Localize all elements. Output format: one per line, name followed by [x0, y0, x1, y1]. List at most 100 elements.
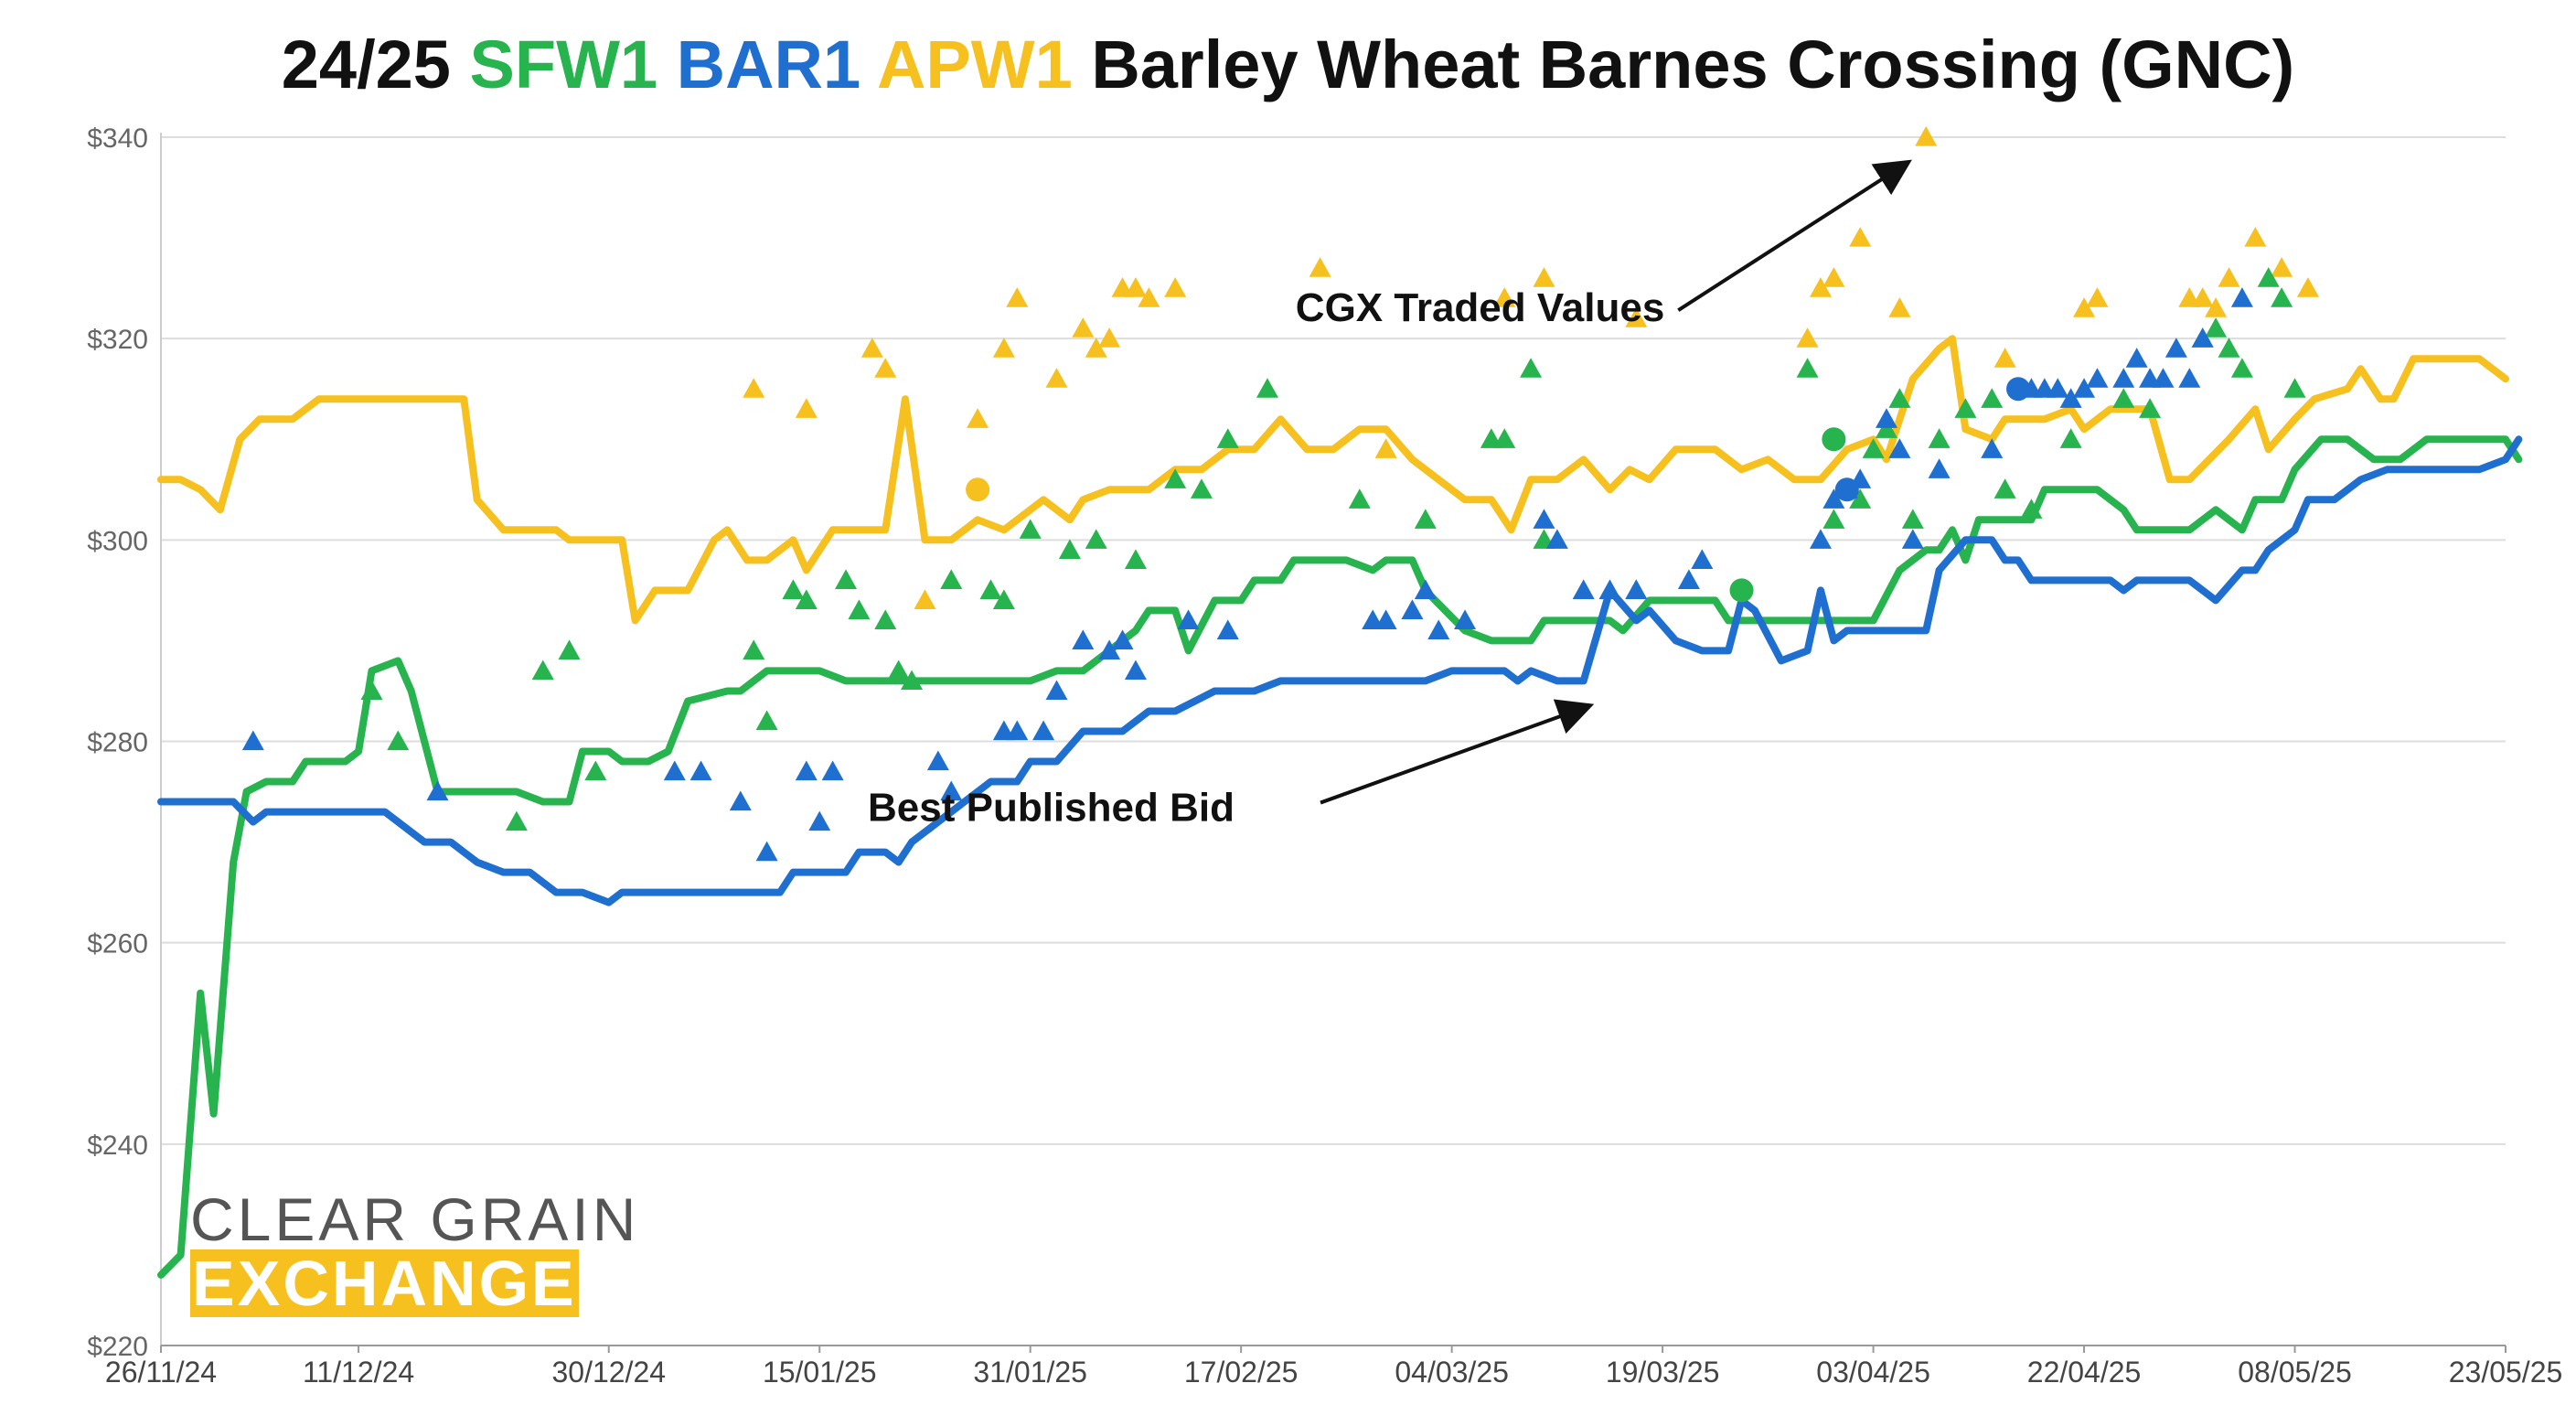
- traded-triangle-bar1: [1981, 438, 2004, 458]
- annotation-best-published-bid: Best Published Bid: [868, 786, 1235, 831]
- traded-triangle-bar1: [1374, 609, 1397, 629]
- logo-line-1: CLEAR GRAIN: [190, 1185, 640, 1253]
- traded-triangle-sfw1: [2020, 499, 2043, 519]
- title-part-6: Barley Wheat Barnes Crossing (GNC): [1072, 27, 2295, 102]
- traded-triangle-bar1: [1427, 619, 1450, 640]
- traded-triangle-apw1: [743, 378, 765, 398]
- traded-triangle-bar1: [1901, 529, 1924, 549]
- traded-triangle-sfw1: [2205, 317, 2228, 338]
- traded-triangle-bar1: [2112, 368, 2135, 388]
- traded-triangle-apw1: [2205, 297, 2228, 317]
- traded-triangle-apw1: [992, 338, 1015, 358]
- traded-triangle-sfw1: [531, 659, 554, 681]
- chart-title: 24/25 SFW1 BAR1 APW1 Barley Wheat Barnes…: [0, 26, 2576, 103]
- x-tick-label: 19/03/25: [1606, 1356, 1720, 1388]
- traded-triangle-bar1: [1888, 438, 1911, 458]
- traded-triangle-apw1: [1045, 368, 1068, 388]
- y-tick-label: $320: [87, 325, 148, 355]
- traded-triangle-apw1: [1809, 277, 1832, 297]
- logo-line-2: EXCHANGE: [190, 1248, 579, 1319]
- traded-triangle-bar1: [1098, 639, 1121, 660]
- traded-triangle-bar1: [1032, 720, 1055, 741]
- traded-triangle-sfw1: [1888, 388, 1911, 408]
- traded-triangle-bar1: [1572, 579, 1595, 599]
- traded-triangle-sfw1: [2059, 428, 2082, 448]
- title-part-1: SFW1: [469, 27, 658, 102]
- traded-triangle-sfw1: [1414, 509, 1437, 529]
- title-part-5: APW1: [876, 27, 1073, 102]
- traded-triangle-bar1: [1177, 609, 1200, 629]
- traded-triangle-sfw1: [1901, 509, 1924, 529]
- traded-triangle-bar1: [426, 780, 449, 801]
- traded-triangle-bar1: [1625, 579, 1648, 599]
- traded-triangle-apw1: [1822, 267, 1845, 287]
- traded-triangle-sfw1: [1862, 438, 1885, 458]
- x-tick-label: 23/05/25: [2449, 1356, 2563, 1388]
- traded-triangle-apw1: [1849, 227, 1872, 247]
- traded-triangle-sfw1: [1019, 519, 1042, 539]
- y-tick-label: $240: [87, 1131, 148, 1161]
- traded-triangle-bar1: [729, 790, 752, 811]
- traded-triangle-bar1: [2230, 287, 2253, 307]
- traded-triangle-bar1: [2164, 338, 2187, 358]
- traded-triangle-apw1: [1164, 277, 1187, 297]
- gridlines: [160, 133, 2506, 1346]
- traded-circle-apw1: [966, 477, 990, 502]
- traded-triangle-apw1: [2271, 257, 2293, 277]
- traded-triangle-bar1: [1545, 529, 1568, 549]
- x-tick-label: 31/01/25: [973, 1356, 1087, 1388]
- traded-triangle-bar1: [1822, 488, 1845, 509]
- annotations: CGX Traded Values Best Published Bid: [868, 159, 1912, 831]
- traded-triangle-apw1: [2218, 267, 2240, 287]
- traded-triangle-apw1: [2086, 287, 2109, 307]
- traded-triangle-sfw1: [992, 589, 1015, 609]
- traded-triangle-sfw1: [1822, 509, 1845, 529]
- traded-triangle-apw1: [1006, 287, 1029, 307]
- traded-circle-sfw1: [1822, 427, 1846, 452]
- traded-triangle-bar1: [2073, 378, 2096, 398]
- traded-triangle-bar1: [1006, 720, 1029, 741]
- traded-triangle-sfw1: [558, 639, 581, 660]
- traded-triangle-sfw1: [387, 730, 410, 751]
- traded-triangle-bar1: [2047, 378, 2069, 398]
- traded-triangle-apw1: [1098, 327, 1121, 348]
- traded-triangle-bar1: [241, 730, 264, 751]
- traded-triangle-sfw1: [782, 579, 805, 599]
- traded-triangle-apw1: [1796, 327, 1819, 348]
- x-tick-label: 26/11/24: [105, 1356, 217, 1388]
- series-line-sfw1: [157, 435, 2523, 1279]
- traded-triangle-bar1: [2086, 368, 2109, 388]
- traded-circle-sfw1: [1729, 578, 1754, 603]
- traded-triangle-bar1: [1677, 569, 1700, 589]
- traded-triangle-apw1: [1309, 257, 1331, 277]
- traded-triangle-sfw1: [1216, 428, 1239, 448]
- traded-triangle-apw1: [2244, 227, 2267, 247]
- traded-triangle-apw1: [1072, 317, 1095, 338]
- traded-triangle-bar1: [808, 810, 831, 831]
- clear-grain-exchange-logo: CLEAR GRAIN EXCHANGE: [190, 1189, 639, 1317]
- traded-triangle-bar1: [1216, 619, 1239, 640]
- y-tick-label: $300: [87, 526, 148, 556]
- traded-triangle-sfw1: [1190, 478, 1213, 499]
- traded-triangle-bar1: [2125, 348, 2148, 368]
- traded-triangle-sfw1: [360, 680, 383, 701]
- arrow-bid: [1320, 699, 1595, 805]
- traded-triangle-sfw1: [2139, 398, 2162, 418]
- traded-triangle-bar1: [663, 760, 686, 781]
- x-tick-label: 15/01/25: [763, 1356, 877, 1388]
- traded-triangle-sfw1: [979, 579, 1002, 599]
- traded-triangle-sfw1: [1124, 549, 1147, 569]
- traded-triangle-bar1: [1691, 549, 1714, 569]
- traded-triangle-apw1: [2191, 287, 2214, 307]
- traded-triangle-bar1: [1533, 509, 1555, 529]
- traded-triangle-bar1: [926, 750, 949, 771]
- x-tick-label: 11/12/24: [303, 1356, 414, 1388]
- title-part-3: BAR1: [676, 27, 861, 102]
- traded-triangle-apw1: [914, 589, 936, 609]
- y-tick-label: $220: [87, 1332, 148, 1362]
- traded-triangle-sfw1: [1849, 488, 1872, 509]
- series-lines: [157, 335, 2523, 1279]
- traded-triangle-sfw1: [795, 589, 818, 609]
- traded-triangle-sfw1: [2271, 287, 2293, 307]
